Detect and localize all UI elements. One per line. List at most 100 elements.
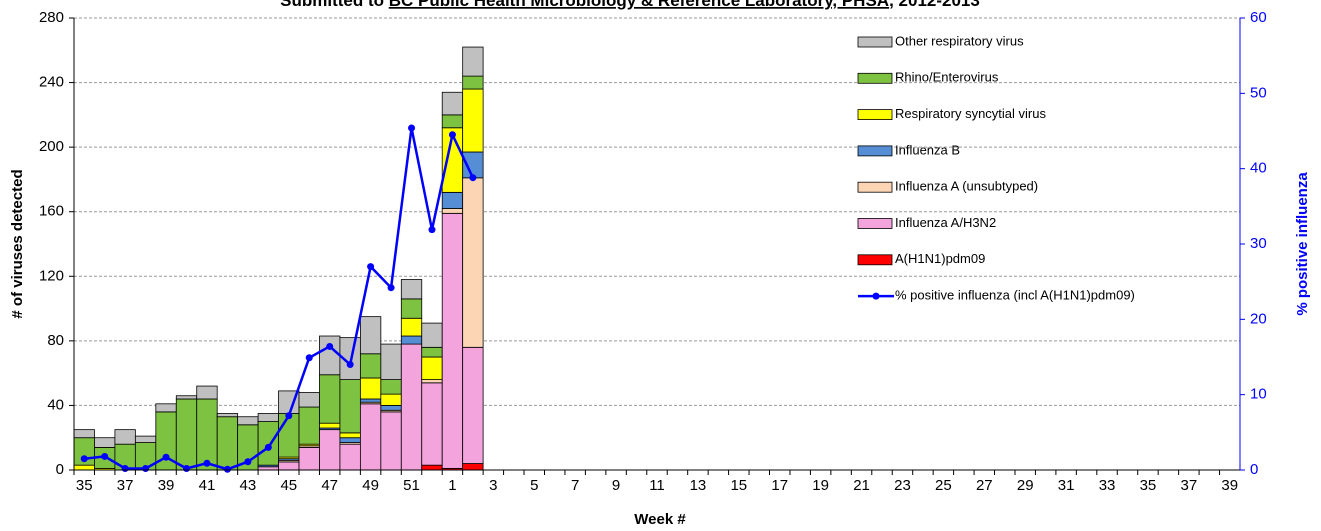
- legend-swatch: [857, 36, 893, 48]
- line-marker: [469, 174, 477, 182]
- line-marker: [285, 412, 293, 420]
- line-marker: [387, 284, 395, 292]
- x-tick-label: 39: [158, 477, 175, 494]
- bar-segment: [441, 114, 464, 129]
- bar-segment: [359, 316, 382, 355]
- legend-label: Influenza A/H3N2: [895, 215, 996, 230]
- x-tick-label: 5: [530, 477, 538, 494]
- bar-segment: [237, 416, 259, 426]
- y-tick-label: 80: [47, 332, 64, 349]
- x-tick-label: 7: [571, 477, 579, 494]
- bar-segment: [73, 464, 95, 471]
- bar-segment: [462, 46, 484, 77]
- legend-marker: [872, 292, 880, 300]
- y2-tick-label: 20: [1250, 310, 1267, 327]
- line-marker: [448, 131, 456, 139]
- y-tick-label: 200: [39, 138, 64, 155]
- bar-segment: [380, 393, 402, 406]
- line-marker: [183, 464, 191, 472]
- bar-segment: [298, 406, 320, 445]
- x-tick-label: 9: [612, 477, 620, 494]
- x-tick-label: 37: [1181, 477, 1198, 494]
- y-tick-label: 280: [39, 9, 64, 26]
- bar-segment: [441, 91, 464, 116]
- bar-segment: [196, 385, 218, 400]
- x-tick-label: 47: [321, 477, 338, 494]
- x-tick-label: 49: [362, 477, 379, 494]
- y2-tick-label: 50: [1250, 84, 1267, 101]
- x-tick-label: 41: [199, 477, 216, 494]
- legend-swatch: [857, 72, 893, 84]
- legend-label: Influenza B: [895, 142, 960, 157]
- x-tick-label: 43: [240, 477, 257, 494]
- bar-segment: [400, 343, 423, 471]
- bar-segment: [114, 429, 136, 445]
- bar-segment: [319, 374, 341, 424]
- y-axis-title: # of viruses detected: [9, 169, 26, 318]
- x-tick-label: 35: [1140, 477, 1157, 494]
- line-marker: [326, 342, 334, 350]
- y2-axis-title: % positive influenza: [1294, 172, 1311, 316]
- line-marker: [121, 464, 129, 472]
- bar-segment: [216, 416, 239, 471]
- bar-segment: [441, 191, 464, 209]
- bar-segment: [462, 177, 484, 348]
- plot-area: [74, 18, 1240, 470]
- x-tick-label: 3: [489, 477, 497, 494]
- x-tick-label: 31: [1058, 477, 1075, 494]
- line-marker: [80, 455, 88, 463]
- y-tick-label: 40: [47, 396, 64, 413]
- x-tick-label: 13: [690, 477, 707, 494]
- bar-segment: [319, 422, 341, 429]
- line-marker: [101, 452, 109, 460]
- title-part: , 2012-2013: [889, 0, 980, 10]
- bar-segment: [421, 346, 443, 358]
- bar-segment: [339, 437, 361, 443]
- bar-segment: [462, 75, 484, 90]
- y2-tick-label: 30: [1250, 235, 1267, 252]
- y2-tick-label: 10: [1250, 386, 1267, 403]
- bar-segment: [400, 279, 423, 300]
- x-tick-label: 33: [1099, 477, 1116, 494]
- legend-label: % positive influenza (incl A(H1N1)pdm09): [895, 288, 1135, 303]
- bar-segment: [175, 395, 198, 400]
- line-marker: [428, 226, 436, 234]
- x-tick-label: 35: [76, 477, 93, 494]
- bar-segment: [421, 464, 443, 471]
- bar-segment: [400, 298, 423, 319]
- bar-segment: [421, 382, 443, 466]
- x-tick-label: 27: [976, 477, 993, 494]
- bar-segment: [339, 443, 361, 471]
- legend-label: Influenza A (unsubtyped): [895, 179, 1038, 194]
- line-marker: [203, 459, 211, 467]
- bar-segment: [400, 317, 423, 337]
- bar-segment: [94, 437, 116, 448]
- y2-tick-label: 40: [1250, 160, 1267, 177]
- bar-segment: [462, 346, 484, 464]
- legend-label: Other respiratory virus: [895, 33, 1024, 48]
- line-marker: [162, 453, 170, 461]
- bar-segment: [257, 421, 279, 466]
- bar-segment: [359, 398, 382, 403]
- x-tick-label: 29: [1017, 477, 1034, 494]
- y-tick-label: 240: [39, 74, 64, 91]
- chart-title: Submitted to BC Public Health Microbiolo…: [280, 0, 980, 10]
- bar-segment: [400, 335, 423, 345]
- legend-swatch: [857, 254, 893, 266]
- y2-tick-label: 0: [1250, 461, 1258, 478]
- line-marker: [142, 464, 150, 472]
- bar-segment: [257, 413, 279, 422]
- bar-segment: [298, 446, 320, 471]
- bar-segment: [196, 398, 218, 471]
- bar-segment: [462, 88, 484, 153]
- x-tick-label: 45: [280, 477, 297, 494]
- line-marker: [367, 263, 375, 271]
- legend-swatch: [857, 181, 893, 193]
- bar-segment: [380, 379, 402, 395]
- line-marker: [244, 458, 252, 466]
- line-marker: [408, 124, 416, 132]
- x-tick-label: 51: [403, 477, 420, 494]
- bar-segment: [421, 356, 443, 381]
- bar-segment: [441, 212, 464, 469]
